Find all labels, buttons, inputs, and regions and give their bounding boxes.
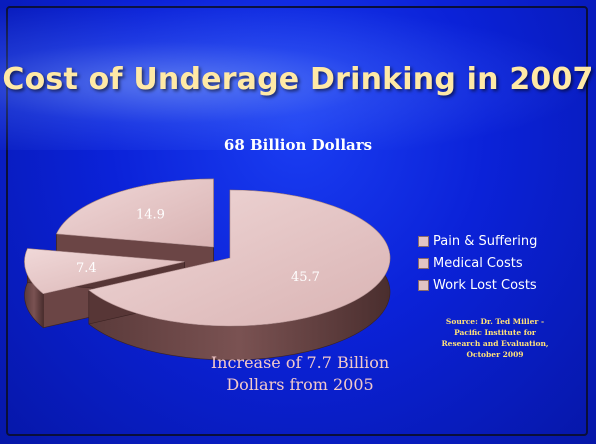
pie-slice-label: 7.4 [76, 261, 97, 276]
legend-swatch [418, 279, 429, 291]
pie-slice [88, 189, 391, 327]
title-glow [0, 0, 596, 150]
pie-slice [56, 178, 214, 248]
pie-slice-label: 45.7 [291, 270, 320, 285]
legend-swatch [418, 257, 429, 269]
legend-item-pain-suffering: Pain & Suffering [418, 230, 537, 252]
legend-label: Medical Costs [433, 255, 523, 271]
legend-swatch [418, 235, 429, 247]
legend-label: Work Lost Costs [433, 277, 537, 293]
pie-slice-label: 14.9 [136, 207, 165, 222]
slide-title: Cost of Underage Drinking in 2007 [2, 62, 594, 97]
pie-labels: 45.7 7.4 14.9 [76, 207, 320, 285]
legend-item-medical-costs: Medical Costs [418, 252, 537, 274]
chart-legend: Pain & Suffering Medical Costs Work Lost… [418, 230, 537, 296]
legend-item-work-lost-costs: Work Lost Costs [418, 274, 537, 296]
pie-tops [24, 178, 391, 327]
chart-title: 68 Billion Dollars [223, 136, 373, 154]
legend-label: Pain & Suffering [433, 233, 538, 249]
increase-note: Increase of 7.7 Billion Dollars from 200… [210, 353, 390, 394]
source-citation: Source: Dr. Ted Miller - Pacific Institu… [441, 317, 549, 359]
pie-slice [24, 248, 185, 295]
